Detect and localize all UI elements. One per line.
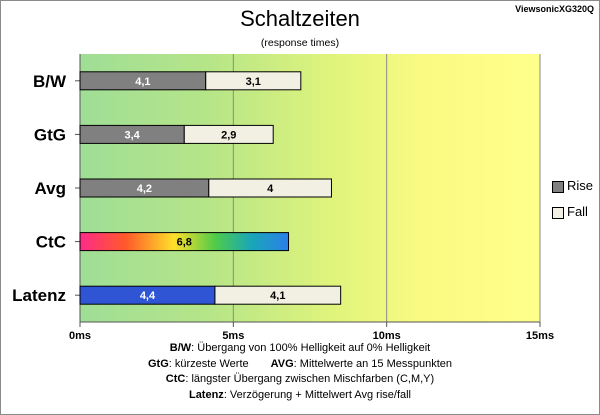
legend-label-rise: Rise [567,178,594,193]
chart-notes: B/W: Übergang von 100% Helligkeit auf 0%… [0,341,600,403]
bar-rise [79,232,290,252]
chart-subtitle: (response times) [260,37,340,49]
category-label: B/W [33,72,67,91]
category-label: Latenz [12,286,66,305]
bar-fall [214,285,342,305]
x-tick-label: 0ms [69,330,91,340]
note-bw: B/W: Übergang von 100% Helligkeit auf 0%… [169,342,431,354]
note-latenz: Latenz: Verzögerung + Mittelwert Avg ris… [188,388,412,401]
chart-title: Schaltzeiten [240,6,360,31]
category-label: Avg [35,179,67,198]
note-ctc: CtC: längster Übergang zwischen Mischfar… [165,373,435,386]
model-label: ViewsonicXG320Q [515,4,594,14]
category-label: GtG [34,125,66,144]
data-label-fall: 4,1 [270,290,285,302]
bar-chart: 0ms 5ms 10ms 15ms B/W 4,1 3,1 GtG 3,4 2,9 Avg 4,2 4 C… [12,54,554,340]
note-gtg-avg: GtG: kürzeste Werte AVG: Mittelwerte an 1… [147,357,453,370]
bar-fall [205,71,302,91]
x-tick-label: 15ms [526,330,554,340]
data-label-fall: 2,9 [221,129,236,141]
data-label-rise: 3,4 [124,129,140,141]
data-label-rise: 4,4 [140,290,156,302]
data-label-fall: 4 [267,183,274,195]
bar-fall [183,124,274,144]
bar-fall [208,178,332,198]
category-label: CtC [36,233,66,252]
legend-swatch-fall [552,207,564,219]
x-tick-label: 10ms [373,330,401,340]
data-label-fall: 3,1 [246,76,261,88]
data-label-rise: 6,8 [177,237,192,249]
data-label-rise: 4,1 [135,76,150,88]
legend-swatch-rise [552,181,564,193]
x-tick-label: 5ms [222,330,244,340]
legend-label-fall: Fall [567,204,588,219]
data-label-rise: 4,2 [137,183,152,195]
